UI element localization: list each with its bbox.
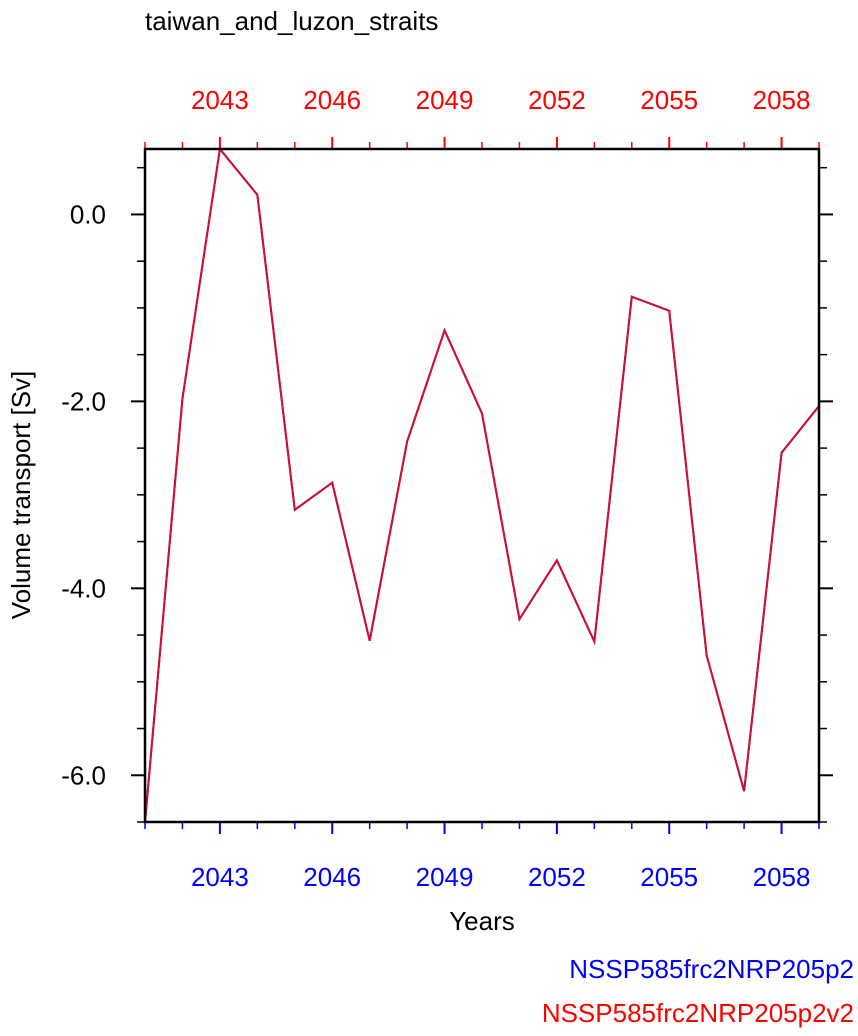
- ticks-layer: [131, 137, 833, 834]
- x-tick-label-bottom: 2058: [753, 862, 811, 892]
- x-tick-label-top: 2055: [640, 85, 698, 115]
- legend-entry-0: NSSP585frc2NRP205p2: [569, 954, 854, 984]
- legend-entry-1: NSSP585frc2NRP205p2v2: [542, 998, 854, 1028]
- x-tick-label-top: 2043: [191, 85, 249, 115]
- x-tick-label-bottom: 2049: [416, 862, 474, 892]
- chart-title: taiwan_and_luzon_straits: [145, 6, 438, 36]
- x-tick-label-top: 2052: [528, 85, 586, 115]
- y-axis-title: Volume transport [Sv]: [6, 371, 36, 620]
- y-tick-label: -6.0: [61, 760, 106, 790]
- tick-labels-layer: 2043 2043 2046 2046 2049 2049 2052 2052 2055 2055…: [61, 85, 810, 892]
- x-tick-label-top: 2058: [753, 85, 811, 115]
- series-line-1: [144, 146, 820, 823]
- y-tick-label: -2.0: [61, 386, 106, 416]
- plot-frame: [143, 147, 821, 824]
- y-tick-label: -4.0: [61, 573, 106, 603]
- x-axis-title: Years: [449, 906, 515, 936]
- series-line-0: [144, 146, 820, 823]
- x-tick-label-bottom: 2052: [528, 862, 586, 892]
- x-tick-label-bottom: 2046: [303, 862, 361, 892]
- x-tick-label-top: 2046: [303, 85, 361, 115]
- y-tick-label: 0.0: [70, 199, 106, 229]
- series-layer: [144, 146, 820, 823]
- x-tick-label-bottom: 2043: [191, 862, 249, 892]
- x-tick-label-bottom: 2055: [640, 862, 698, 892]
- x-tick-label-top: 2049: [416, 85, 474, 115]
